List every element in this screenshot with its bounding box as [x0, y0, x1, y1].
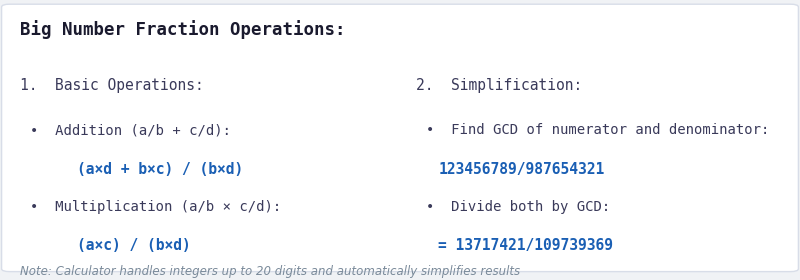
- Text: 1.  Basic Operations:: 1. Basic Operations:: [20, 78, 204, 94]
- FancyBboxPatch shape: [2, 4, 798, 272]
- Text: •  Find GCD of numerator and denominator:: • Find GCD of numerator and denominator:: [426, 123, 770, 137]
- Text: Note: Calculator handles integers up to 20 digits and automatically simplifies r: Note: Calculator handles integers up to …: [20, 265, 520, 277]
- Text: •  Multiplication (a/b × c/d):: • Multiplication (a/b × c/d):: [30, 200, 282, 214]
- Text: (a×d + b×c) / (b×d): (a×d + b×c) / (b×d): [42, 162, 244, 178]
- Text: 123456789/987654321: 123456789/987654321: [438, 162, 605, 178]
- Text: 2.  Simplification:: 2. Simplification:: [416, 78, 582, 94]
- Text: (a×c) / (b×d): (a×c) / (b×d): [42, 238, 191, 253]
- Text: •  Divide both by GCD:: • Divide both by GCD:: [426, 200, 610, 214]
- Text: •  Addition (a/b + c/d):: • Addition (a/b + c/d):: [30, 123, 231, 137]
- Text: = 13717421/109739369: = 13717421/109739369: [438, 238, 614, 253]
- Text: Big Number Fraction Operations:: Big Number Fraction Operations:: [20, 20, 346, 39]
